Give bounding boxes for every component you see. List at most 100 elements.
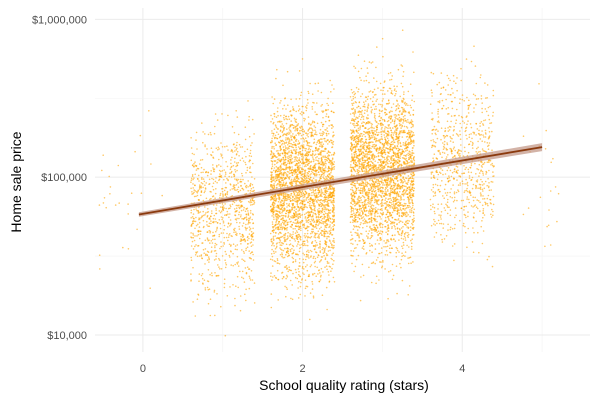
data-point	[330, 163, 333, 165]
data-point	[354, 101, 357, 103]
data-point	[288, 168, 291, 170]
data-point	[305, 176, 308, 178]
data-point	[216, 119, 219, 121]
data-point	[408, 161, 411, 164]
data-point	[294, 260, 297, 263]
data-point	[333, 246, 335, 249]
data-point	[281, 158, 283, 161]
data-point	[327, 154, 330, 156]
data-point	[406, 127, 409, 129]
data-point	[298, 280, 300, 283]
data-point	[249, 182, 252, 185]
data-point	[249, 277, 251, 279]
data-point	[234, 248, 237, 251]
data-point	[322, 271, 324, 273]
data-point	[281, 200, 284, 202]
data-point	[295, 196, 298, 198]
data-point	[307, 254, 309, 256]
data-point	[239, 295, 242, 297]
data-point	[114, 204, 117, 206]
data-point	[329, 212, 331, 214]
data-point	[362, 155, 365, 157]
data-point	[312, 191, 315, 194]
data-point	[242, 277, 245, 280]
data-point	[210, 170, 212, 172]
data-point	[408, 129, 410, 132]
data-point	[234, 214, 236, 216]
data-point	[381, 118, 384, 121]
data-point	[312, 188, 314, 191]
data-point	[397, 147, 400, 150]
data-point	[327, 214, 329, 216]
data-point	[406, 149, 409, 151]
data-point	[272, 133, 275, 135]
data-point	[313, 221, 315, 223]
data-point	[280, 242, 283, 244]
data-point	[282, 195, 285, 197]
data-point	[286, 175, 289, 178]
data-point	[295, 140, 297, 143]
data-point	[308, 198, 310, 201]
data-point	[224, 175, 226, 177]
data-point	[312, 129, 314, 132]
data-point	[279, 139, 282, 142]
data-point	[193, 153, 195, 156]
data-point	[210, 147, 213, 149]
data-point	[303, 139, 306, 141]
data-point	[288, 198, 291, 201]
data-point	[286, 148, 289, 150]
data-point	[288, 203, 291, 205]
data-point	[398, 110, 401, 113]
data-point	[309, 232, 312, 235]
data-point	[231, 235, 233, 238]
data-point	[253, 133, 255, 135]
data-point	[326, 232, 329, 234]
data-point	[364, 182, 367, 184]
data-point	[194, 173, 196, 176]
data-point	[231, 188, 233, 190]
data-point	[251, 142, 253, 144]
data-point	[287, 198, 289, 200]
data-point	[241, 204, 243, 207]
data-point	[412, 109, 415, 111]
data-point	[251, 183, 254, 186]
data-point	[279, 159, 282, 162]
data-point	[241, 276, 243, 279]
data-point	[296, 203, 299, 206]
data-point	[221, 157, 224, 159]
data-point	[280, 226, 282, 229]
data-point	[274, 224, 276, 227]
data-point	[233, 175, 236, 177]
data-point	[317, 188, 320, 190]
data-point	[285, 243, 288, 246]
data-point	[247, 100, 249, 102]
data-point	[191, 240, 194, 243]
data-point	[326, 127, 328, 129]
data-point	[220, 155, 223, 157]
data-point	[278, 154, 280, 157]
data-point	[283, 256, 286, 259]
data-point	[381, 265, 384, 268]
data-point	[271, 137, 273, 140]
data-point	[322, 223, 325, 225]
data-point	[276, 223, 279, 226]
data-point	[391, 127, 394, 129]
data-point	[325, 286, 328, 289]
data-point	[353, 126, 356, 129]
data-point	[301, 152, 304, 155]
data-point	[192, 192, 194, 195]
data-point	[314, 129, 316, 132]
data-point	[304, 118, 307, 120]
data-point	[230, 150, 232, 152]
data-point	[326, 268, 328, 271]
data-point	[309, 237, 312, 239]
data-point	[270, 195, 273, 198]
data-point	[319, 169, 322, 171]
data-point	[236, 179, 239, 182]
data-point	[204, 184, 206, 186]
data-point	[282, 202, 285, 205]
data-point	[403, 235, 406, 237]
data-point	[332, 200, 334, 202]
data-point	[309, 249, 312, 252]
data-point	[216, 181, 218, 184]
